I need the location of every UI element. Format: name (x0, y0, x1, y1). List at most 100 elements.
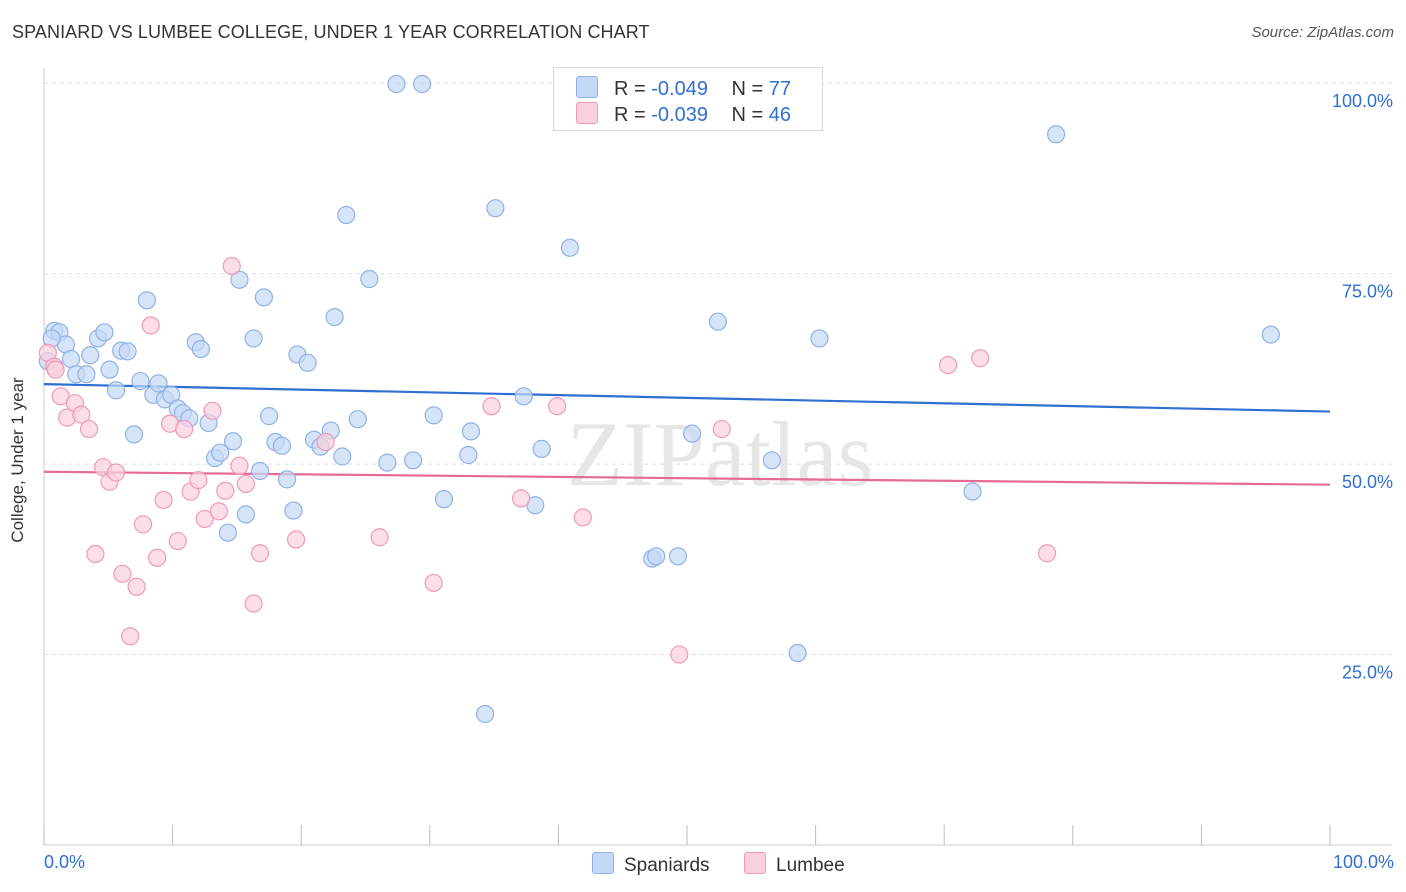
point-spaniards (81, 346, 100, 365)
point-lumbee (370, 528, 389, 547)
y-tick-label: 75.0% (1342, 282, 1393, 302)
point-spaniards (236, 505, 256, 524)
legend-row-lumbee: R = -0.039 N = 46 (576, 102, 791, 126)
legend-row-spaniards: R = -0.049 N = 77 (576, 76, 791, 100)
point-spaniards (333, 447, 352, 466)
point-lumbee (712, 419, 731, 439)
point-lumbee (670, 645, 689, 664)
point-spaniards (360, 269, 379, 289)
point-spaniards (325, 307, 344, 327)
point-lumbee (216, 481, 235, 500)
point-spaniards (683, 424, 702, 443)
point-spaniards (668, 547, 688, 566)
point-spaniards (284, 501, 303, 520)
point-spaniards (95, 323, 114, 342)
trend-line-spaniards (43, 383, 1331, 413)
point-spaniards (298, 353, 317, 372)
chart-title: SPANIARD VS LUMBEE COLLEGE, UNDER 1 YEAR… (12, 22, 650, 42)
lumbee-swatch (744, 852, 766, 874)
point-lumbee (46, 360, 65, 379)
point-lumbee (148, 548, 167, 567)
point-lumbee (113, 564, 132, 583)
point-lumbee (133, 515, 153, 534)
point-spaniards (211, 443, 230, 462)
point-spaniards (378, 453, 397, 472)
point-spaniards (514, 387, 533, 406)
point-lumbee (573, 508, 592, 527)
stats-legend: R = -0.049 N = 77 R = -0.039 N = 46 (553, 67, 823, 131)
point-lumbee (127, 577, 146, 596)
point-spaniards (412, 74, 432, 94)
y-tick-label: 50.0% (1342, 472, 1393, 492)
spaniards-label: Spaniards (624, 855, 710, 876)
point-spaniards (77, 365, 96, 384)
point-lumbee (86, 544, 105, 564)
point-lumbee (244, 594, 263, 613)
y-tick-label: 25.0% (1342, 663, 1393, 683)
legend-n-label: N = (731, 78, 764, 100)
point-spaniards (348, 410, 367, 429)
point-lumbee (195, 509, 214, 529)
point-spaniards (124, 425, 144, 444)
point-spaniards (532, 439, 551, 458)
legend-r-label: R = (614, 104, 646, 126)
point-lumbee (548, 397, 567, 416)
point-lumbee (250, 544, 270, 563)
bottom-legend-lumbee: Lumbee (744, 852, 845, 877)
axes (43, 68, 1392, 846)
legend-r-value: -0.049 (651, 78, 708, 100)
watermark: ZIPatlas (567, 403, 874, 505)
point-spaniards (272, 436, 292, 455)
point-spaniards (230, 270, 249, 289)
point-spaniards (106, 381, 126, 400)
source-label: Source: ZipAtlas.com (1251, 24, 1394, 41)
point-lumbee (72, 405, 91, 424)
point-spaniards (118, 342, 137, 361)
point-spaniards (137, 291, 156, 310)
point-spaniards (486, 199, 505, 218)
data-points (38, 74, 1280, 724)
point-spaniards (259, 407, 279, 426)
point-spaniards (191, 339, 210, 359)
legend-r-value: -0.039 (651, 104, 708, 126)
point-lumbee (203, 401, 222, 420)
point-lumbee (938, 355, 958, 375)
point-lumbee (121, 627, 140, 646)
point-spaniards (244, 329, 263, 348)
point-lumbee (286, 530, 306, 549)
point-spaniards (223, 432, 243, 451)
point-lumbee (512, 489, 531, 508)
point-lumbee (79, 419, 99, 439)
point-spaniards (61, 349, 81, 369)
point-spaniards (475, 704, 495, 724)
point-lumbee (1037, 544, 1057, 563)
point-spaniards (762, 451, 781, 470)
x-tick-max: 100.0% (1332, 852, 1394, 872)
legend-n-label: N = (731, 104, 764, 126)
point-lumbee (154, 490, 173, 510)
point-spaniards (149, 374, 168, 393)
legend-n-value: 46 (768, 104, 792, 126)
point-spaniards (708, 312, 727, 331)
spaniards-swatch (592, 852, 614, 874)
point-lumbee (209, 502, 228, 521)
point-spaniards (254, 288, 274, 307)
gridlines (44, 82, 1392, 656)
point-lumbee (482, 397, 501, 416)
y-axis-label: College, Under 1 year (8, 377, 27, 543)
point-spaniards (788, 643, 807, 663)
point-lumbee (424, 573, 443, 593)
point-spaniards (560, 238, 580, 257)
point-spaniards (100, 360, 119, 379)
point-spaniards (1261, 325, 1280, 344)
point-lumbee (168, 531, 187, 551)
point-spaniards (434, 490, 454, 509)
point-spaniards (218, 523, 237, 542)
point-spaniards (277, 470, 297, 489)
point-spaniards (250, 461, 270, 481)
point-spaniards (424, 406, 443, 425)
point-lumbee (141, 316, 160, 335)
legend-n-value: 77 (768, 78, 792, 100)
y-tick-labels: 25.0% 50.0% 75.0% 100.0% (1332, 91, 1393, 682)
